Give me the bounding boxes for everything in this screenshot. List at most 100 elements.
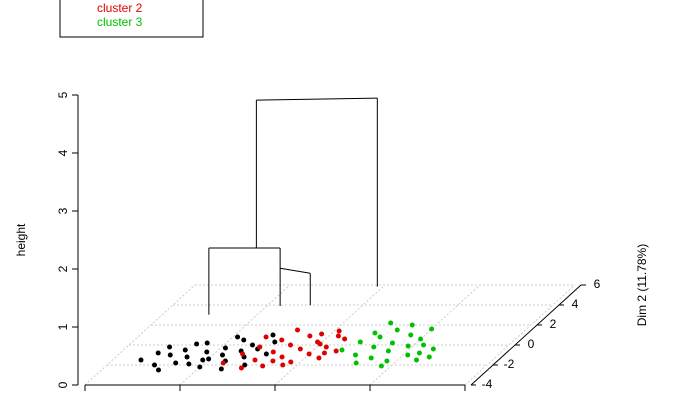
z-tick-label: -4 [482, 377, 493, 391]
grid-line [369, 284, 481, 386]
point [321, 350, 327, 356]
point [317, 341, 323, 347]
point [405, 352, 411, 358]
point [377, 334, 383, 340]
point [252, 357, 258, 363]
z-tick-label: 6 [594, 277, 601, 291]
point [371, 344, 377, 350]
point [335, 333, 341, 339]
point [272, 339, 278, 345]
point [414, 357, 419, 363]
point [279, 337, 285, 343]
point [405, 343, 411, 349]
point [416, 350, 422, 356]
point [368, 355, 374, 361]
point [342, 336, 348, 342]
point [156, 367, 161, 373]
point [167, 352, 173, 358]
point [173, 360, 179, 366]
point [288, 342, 293, 348]
point [197, 364, 203, 370]
point [409, 322, 415, 328]
point [218, 366, 224, 372]
point [204, 349, 210, 355]
point [220, 352, 225, 358]
grid-line [274, 284, 386, 386]
grid-line [84, 284, 196, 386]
point [306, 351, 312, 357]
y-tick-label: 2 [56, 265, 70, 272]
point [155, 350, 161, 356]
point [319, 331, 325, 337]
y-tick-label: 0 [56, 381, 70, 388]
point [206, 356, 212, 362]
point [388, 320, 394, 326]
point [288, 359, 294, 365]
point [357, 339, 363, 345]
point [186, 361, 192, 367]
point [242, 362, 248, 368]
point [353, 352, 358, 358]
point [295, 327, 300, 333]
y-tick-label: 3 [56, 207, 70, 214]
point [222, 345, 228, 351]
point [138, 357, 144, 363]
point [260, 363, 266, 369]
dendrogram-link [256, 97, 378, 101]
point [270, 332, 276, 338]
point [426, 354, 432, 360]
z-axis-label: Dim 2 (11.78%) [635, 244, 649, 326]
point [182, 347, 188, 353]
y-tick-label: 5 [56, 91, 70, 98]
point [240, 351, 246, 357]
point [184, 354, 190, 360]
point [235, 334, 241, 340]
grid-line [464, 284, 576, 386]
point [152, 362, 157, 368]
y-tick-label: 4 [56, 149, 70, 156]
legend-box [59, 0, 204, 38]
dendrogram-link [280, 267, 311, 274]
point [257, 344, 263, 350]
point [307, 333, 313, 339]
point [270, 349, 276, 355]
y-axis-label: height [14, 223, 28, 256]
z-tick-label: 2 [550, 317, 557, 331]
point [394, 327, 400, 333]
point [421, 342, 426, 348]
point [316, 355, 322, 361]
point [323, 344, 329, 350]
z-tick-label: 0 [528, 337, 535, 351]
point [385, 348, 391, 354]
point [241, 337, 247, 343]
point [263, 334, 269, 340]
point [429, 326, 435, 332]
point [270, 358, 276, 364]
point [353, 360, 359, 366]
point [408, 332, 414, 338]
point [418, 336, 424, 342]
point [263, 351, 269, 357]
z-tick-label: -2 [504, 357, 515, 371]
point [280, 362, 286, 368]
point [333, 348, 339, 354]
point [200, 357, 206, 363]
point [297, 346, 303, 352]
point [194, 341, 200, 347]
point [238, 365, 244, 371]
point [250, 342, 255, 348]
point [279, 354, 285, 360]
z-axis [470, 284, 582, 386]
point [204, 340, 210, 346]
point [336, 328, 342, 334]
point [430, 346, 436, 352]
point [167, 344, 173, 350]
point [389, 340, 395, 346]
point [384, 358, 390, 364]
legend-label: cluster 2 [97, 1, 143, 15]
point [339, 347, 345, 353]
legend-label: cluster 3 [97, 15, 143, 29]
point [220, 360, 226, 366]
